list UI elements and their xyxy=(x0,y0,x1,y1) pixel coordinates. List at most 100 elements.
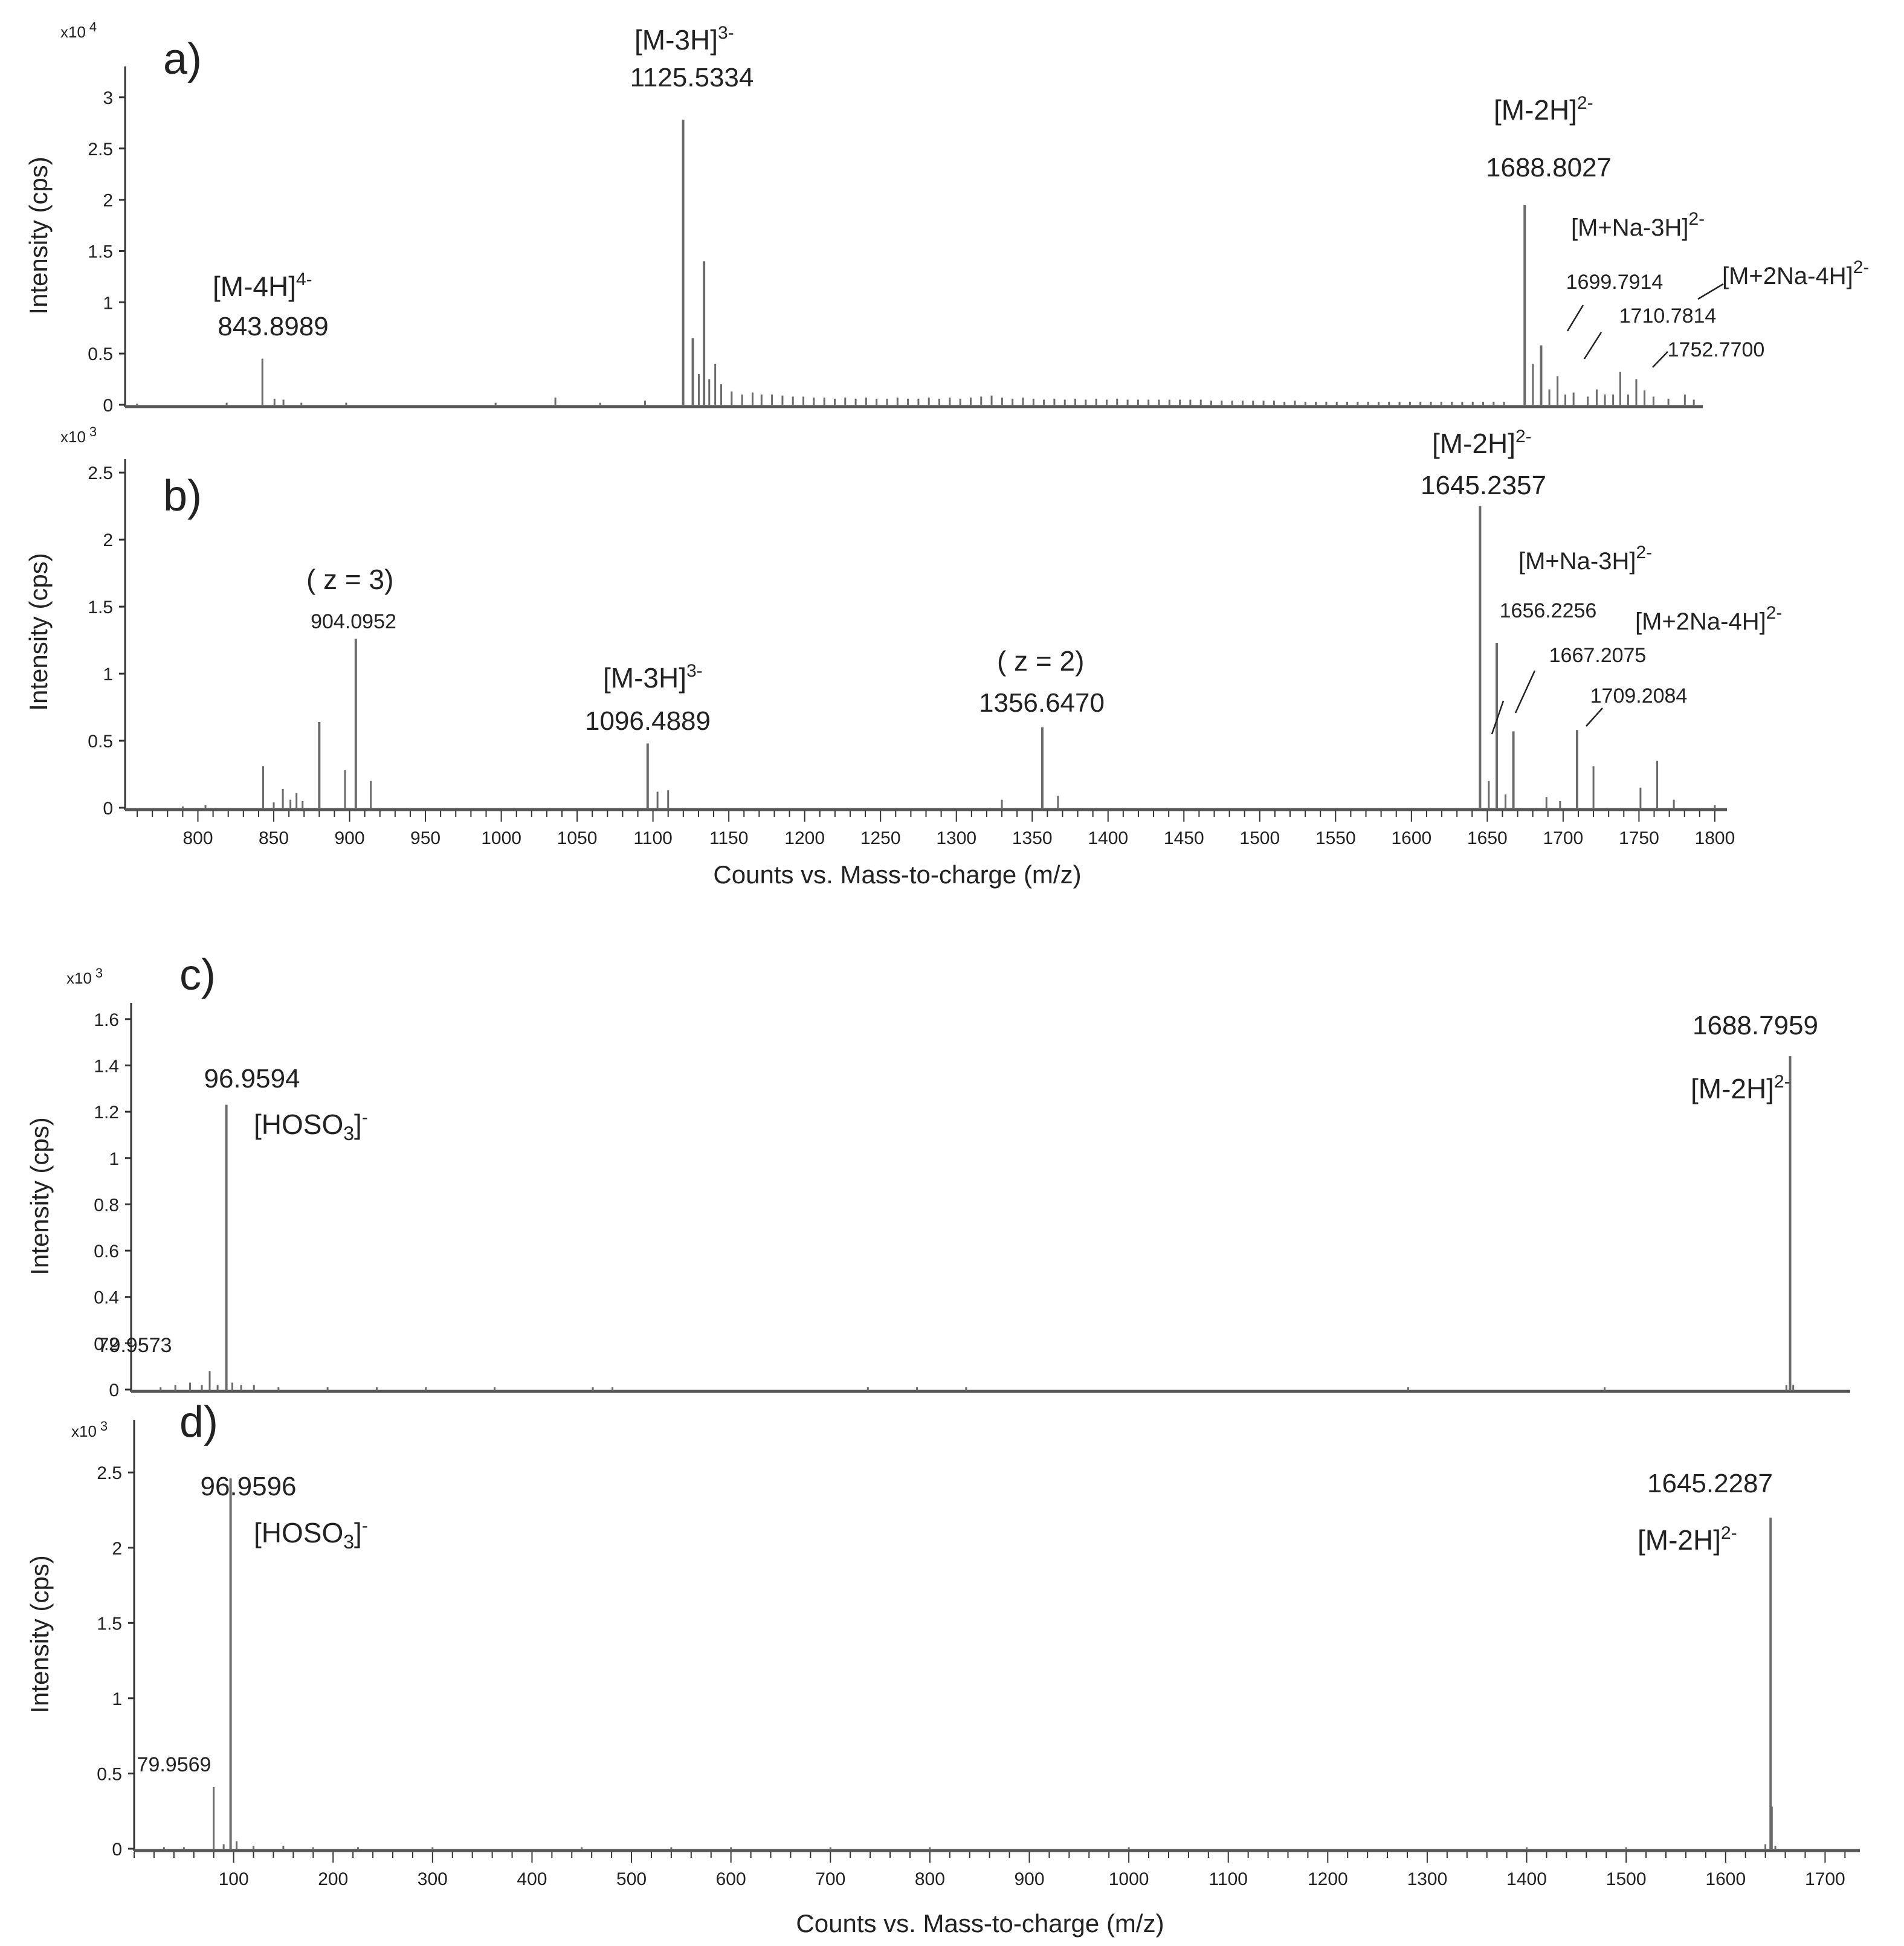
peak-mz-label: 1752.7700 xyxy=(1668,338,1765,361)
y-tick-label: 0 xyxy=(103,799,113,819)
x-tick-label: 700 xyxy=(815,1869,845,1889)
x-tick-label: 900 xyxy=(335,828,365,848)
x-tick-label: 200 xyxy=(318,1869,348,1889)
peak-mz-label: 1356.6470 xyxy=(979,688,1105,718)
y-tick-label: 1 xyxy=(103,293,113,313)
annotation-leader xyxy=(1583,332,1602,359)
panel-label: c) xyxy=(179,951,216,999)
y-tick-label: 0.5 xyxy=(97,1764,122,1784)
ion-annotation: [M+2Na-4H]2- xyxy=(1722,257,1869,289)
y-axis-title: Intensity (cps) xyxy=(25,1117,54,1275)
peak-mz-label: 1688.8027 xyxy=(1486,153,1612,182)
peak-mz-label: 1125.5334 xyxy=(630,63,754,92)
spectrum-panel-a: 0 0.5 1 1.5 2 2.5 3 843.8989 [M-4H]4- 1125.5334 [M… xyxy=(24,19,1869,416)
x-tick-label: 1700 xyxy=(1543,828,1584,848)
x-tick-label: 1400 xyxy=(1088,828,1128,848)
x-tick-label: 1400 xyxy=(1506,1869,1547,1889)
y-multiplier: x10 3 xyxy=(71,1419,108,1440)
y-axis-title: Intensity (cps) xyxy=(24,156,53,314)
ion-annotation: [M+Na-3H]2- xyxy=(1518,543,1652,575)
x-tick-label: 1200 xyxy=(1308,1869,1348,1889)
y-tick-label: 0 xyxy=(109,1381,119,1400)
x-tick-label: 1000 xyxy=(1109,1869,1149,1889)
y-tick-label: 2 xyxy=(103,191,113,211)
charge-superscript: 2- xyxy=(1766,603,1783,623)
y-tick-label: 1.5 xyxy=(88,598,113,617)
charge-superscript: 2- xyxy=(1636,543,1653,562)
y-tick-label: 0 xyxy=(112,1840,122,1860)
charge-superscript: 3- xyxy=(718,23,734,43)
annotation-leader xyxy=(1491,700,1505,735)
peak-mz-label: 904.0952 xyxy=(311,610,396,633)
peak-mz-label: 96.9596 xyxy=(200,1472,296,1501)
y-tick-label: 0.6 xyxy=(94,1242,119,1261)
charge-superscript: 2- xyxy=(1774,1072,1790,1092)
annotation-leader xyxy=(1586,707,1603,727)
x-tick-label: 950 xyxy=(410,828,441,848)
annotation-leader xyxy=(1566,304,1584,332)
x-tick-label: 1300 xyxy=(936,828,976,848)
peak-mz-label: 96.9594 xyxy=(204,1064,300,1094)
charge-superscript: 2- xyxy=(1515,427,1532,446)
peak-mz-label: 843.8989 xyxy=(218,312,329,341)
x-tick-label: 1200 xyxy=(784,828,825,848)
x-tick-label: 1700 xyxy=(1805,1869,1845,1889)
y-tick-label: 1.5 xyxy=(97,1614,122,1634)
y-tick-label: 0.5 xyxy=(88,344,113,364)
x-tick-label: 1100 xyxy=(633,828,673,848)
x-tick-label: 1600 xyxy=(1391,828,1431,848)
y-multiplier: x10 3 xyxy=(60,424,97,446)
y-tick-label: 1.2 xyxy=(94,1103,119,1123)
spectrum-panel-d: 0 0.5 1 1.5 2 2.5 100 200 300 400 500 600 700 800 900 1… xyxy=(25,1398,1860,1938)
x-tick-label: 1350 xyxy=(1012,828,1053,848)
y-tick-label: 0 xyxy=(103,396,113,416)
x-tick-label: 850 xyxy=(259,828,289,848)
x-tick-label: 1800 xyxy=(1695,828,1735,848)
peak-mz-label: 1656.2256 xyxy=(1500,599,1597,622)
y-tick-label: 1.5 xyxy=(88,242,113,262)
x-tick-label: 100 xyxy=(219,1869,249,1889)
ion-annotation: [HOSO3]- xyxy=(254,1107,368,1144)
ion-annotation: [M+Na-3H]2- xyxy=(1571,209,1705,241)
y-tick-label: 0.5 xyxy=(88,732,113,752)
peak-mz-label: 1709.2084 xyxy=(1590,685,1688,707)
ion-annotation: [M-2H]2- xyxy=(1432,427,1532,459)
spectrum-panel-b: 0 0.5 1 1.5 2 2.5 800 850 900 950 1000 1050 1100 1150… xyxy=(24,424,1782,889)
x-tick-label: 1550 xyxy=(1315,828,1356,848)
charge-superscript: 4- xyxy=(296,269,312,289)
x-tick-label: 1600 xyxy=(1705,1869,1746,1889)
panel-label: d) xyxy=(179,1398,218,1446)
x-tick-label: 300 xyxy=(418,1869,448,1889)
x-tick-label: 800 xyxy=(182,828,213,848)
charge-superscript: - xyxy=(362,1107,368,1127)
peak-mz-label: 1667.2075 xyxy=(1549,644,1647,667)
y-tick-label: 2.5 xyxy=(88,140,113,159)
x-tick-label: 1500 xyxy=(1606,1869,1647,1889)
ion-annotation: [M-3H]3- xyxy=(634,23,734,56)
y-tick-label: 2 xyxy=(112,1539,122,1559)
y-tick-label: 2.5 xyxy=(97,1463,122,1483)
x-tick-label: 900 xyxy=(1014,1869,1044,1889)
ion-annotation: [M-2H]2- xyxy=(1638,1523,1737,1556)
y-tick-label: 1.6 xyxy=(94,1010,119,1030)
x-tick-label: 1000 xyxy=(481,828,521,848)
x-tick-label: 1750 xyxy=(1619,828,1659,848)
peak-mz-label: 1645.2287 xyxy=(1647,1469,1773,1498)
ion-annotation: [M+2Na-4H]2- xyxy=(1635,603,1782,635)
peak-mz-label: 79.9569 xyxy=(137,1753,211,1776)
panel-label: b) xyxy=(163,472,202,520)
annotation-leader xyxy=(1697,283,1724,300)
x-tick-label: 1300 xyxy=(1407,1869,1448,1889)
y-multiplier: x10 3 xyxy=(66,965,103,987)
peak-mz-label: 1096.4889 xyxy=(585,706,711,736)
x-tick-label: 1250 xyxy=(860,828,901,848)
x-tick-label: 500 xyxy=(616,1869,647,1889)
spectrum-panel-c: 0 0.2 0.4 0.6 0.8 1 1.2 1.4 1.6 79.9573 96.9594 [HO… xyxy=(25,951,1850,1400)
x-tick-label: 1150 xyxy=(709,828,749,848)
y-multiplier: x10 4 xyxy=(60,19,97,41)
x-tick-label: 600 xyxy=(716,1869,746,1889)
x-tick-label: 800 xyxy=(915,1869,945,1889)
panel-label: a) xyxy=(163,35,202,83)
y-tick-label: 1 xyxy=(103,665,113,685)
